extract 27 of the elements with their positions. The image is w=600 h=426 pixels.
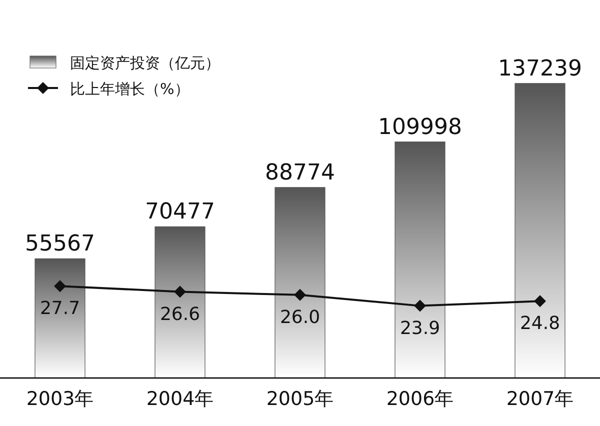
point [414, 300, 426, 312]
data-label: 26.0 [280, 306, 320, 328]
data-label: 88774 [265, 160, 335, 186]
x-tick-label: 2004年 [146, 388, 214, 410]
bar [274, 187, 326, 378]
x-tick-label: 2007年 [506, 388, 574, 410]
legend-label: 固定资产投资（亿元） [70, 54, 220, 72]
bar [34, 258, 86, 378]
point [534, 295, 546, 308]
data-label: 26.6 [160, 304, 200, 325]
data-label: 70477 [145, 200, 215, 225]
data-label: 137239 [498, 56, 582, 82]
bar [514, 83, 566, 378]
data-label: 24.8 [520, 313, 560, 334]
point [294, 288, 306, 301]
x-tick-label: 2006年 [386, 388, 454, 410]
x-tick-label: 2005年 [266, 388, 334, 410]
x-tick-label: 2003年 [26, 388, 94, 410]
point [174, 286, 186, 298]
point [54, 280, 66, 292]
data-label: 27.7 [40, 298, 80, 320]
legend-label: 比上年增长（%） [70, 80, 190, 98]
data-label: 109998 [378, 114, 462, 140]
data-label: 55567 [25, 232, 95, 257]
bar [394, 142, 446, 378]
bar [154, 226, 206, 378]
data-label: 23.9 [400, 318, 440, 339]
